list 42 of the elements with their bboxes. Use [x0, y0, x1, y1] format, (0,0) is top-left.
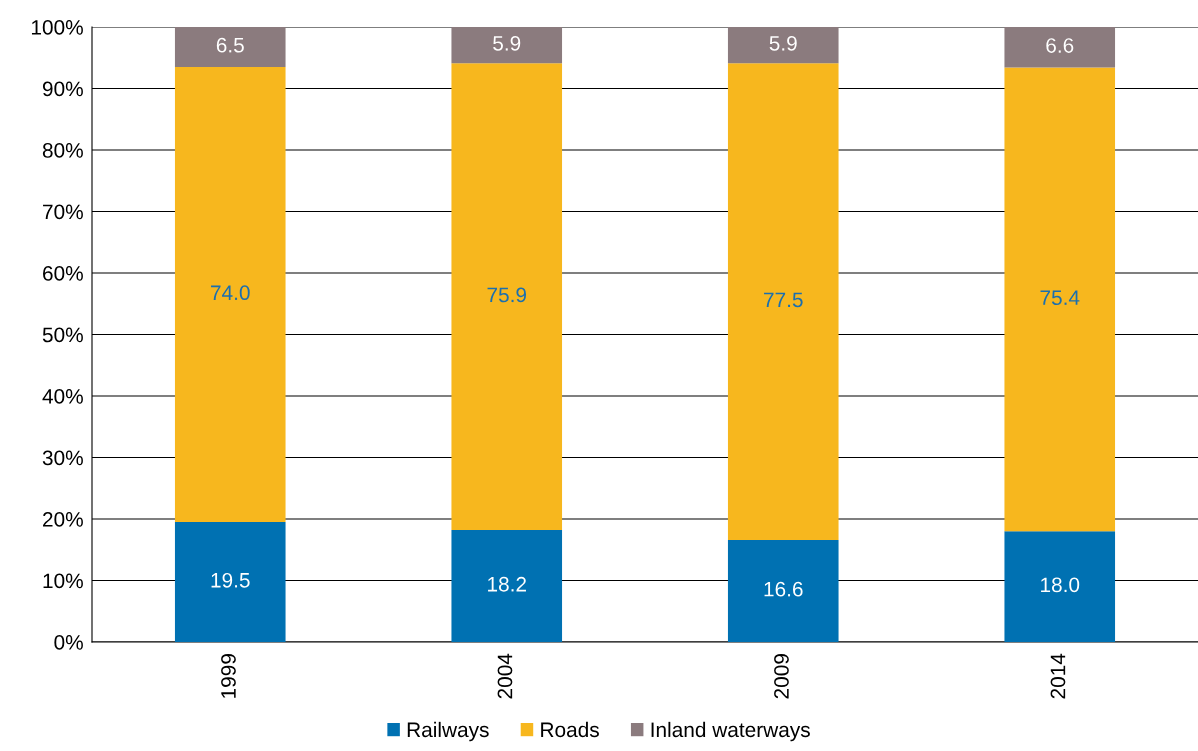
- x-tick-label: 1999: [221, 654, 236, 698]
- y-tick-label: 0%: [54, 635, 83, 650]
- y-tick-label: 30%: [42, 450, 83, 466]
- x-tick-label: 2009: [774, 654, 789, 699]
- y-tick-label: 40%: [42, 389, 83, 404]
- bar: [174, 522, 286, 642]
- y-tick-label: 100%: [31, 20, 83, 35]
- legend-label: Railways: [407, 721, 489, 742]
- data-label: 75.4: [1040, 290, 1080, 306]
- bar: [727, 539, 839, 642]
- bar: [174, 66, 286, 523]
- y-tick-label: 50%: [42, 327, 83, 343]
- bar: [1004, 27, 1116, 68]
- y-tick-label: 80%: [42, 143, 83, 158]
- bar: [1004, 531, 1116, 642]
- data-label: 74.0: [211, 285, 250, 301]
- legend-label: Inland waterways: [651, 721, 810, 742]
- data-label: 5.9: [769, 35, 797, 51]
- data-label: 6.5: [216, 37, 244, 53]
- data-label: 75.9: [487, 287, 527, 303]
- bar: [727, 27, 839, 64]
- data-label: 5.9: [493, 35, 521, 51]
- data-label: 16.6: [764, 581, 803, 597]
- y-tick-label: 10%: [43, 573, 83, 589]
- bar: [174, 27, 286, 67]
- data-label: 18.0: [1041, 577, 1080, 593]
- bar: [451, 530, 563, 642]
- bar: [451, 63, 563, 531]
- x-tick-label: 2014: [1050, 653, 1066, 699]
- data-label: 18.2: [488, 576, 526, 592]
- x-tick-label: 2004: [497, 653, 513, 699]
- bar: [1004, 67, 1116, 532]
- legend-label: Roads: [541, 721, 599, 738]
- bar: [727, 63, 839, 540]
- y-tick-label: 60%: [43, 266, 83, 281]
- data-label: 6.6: [1046, 38, 1074, 53]
- y-tick-label: 70%: [43, 204, 83, 220]
- y-tick-label: 20%: [43, 512, 83, 527]
- data-label: 77.5: [764, 292, 803, 308]
- data-label: 19.5: [211, 572, 250, 588]
- y-tick-label: 90%: [42, 81, 83, 97]
- bar: [451, 27, 563, 64]
